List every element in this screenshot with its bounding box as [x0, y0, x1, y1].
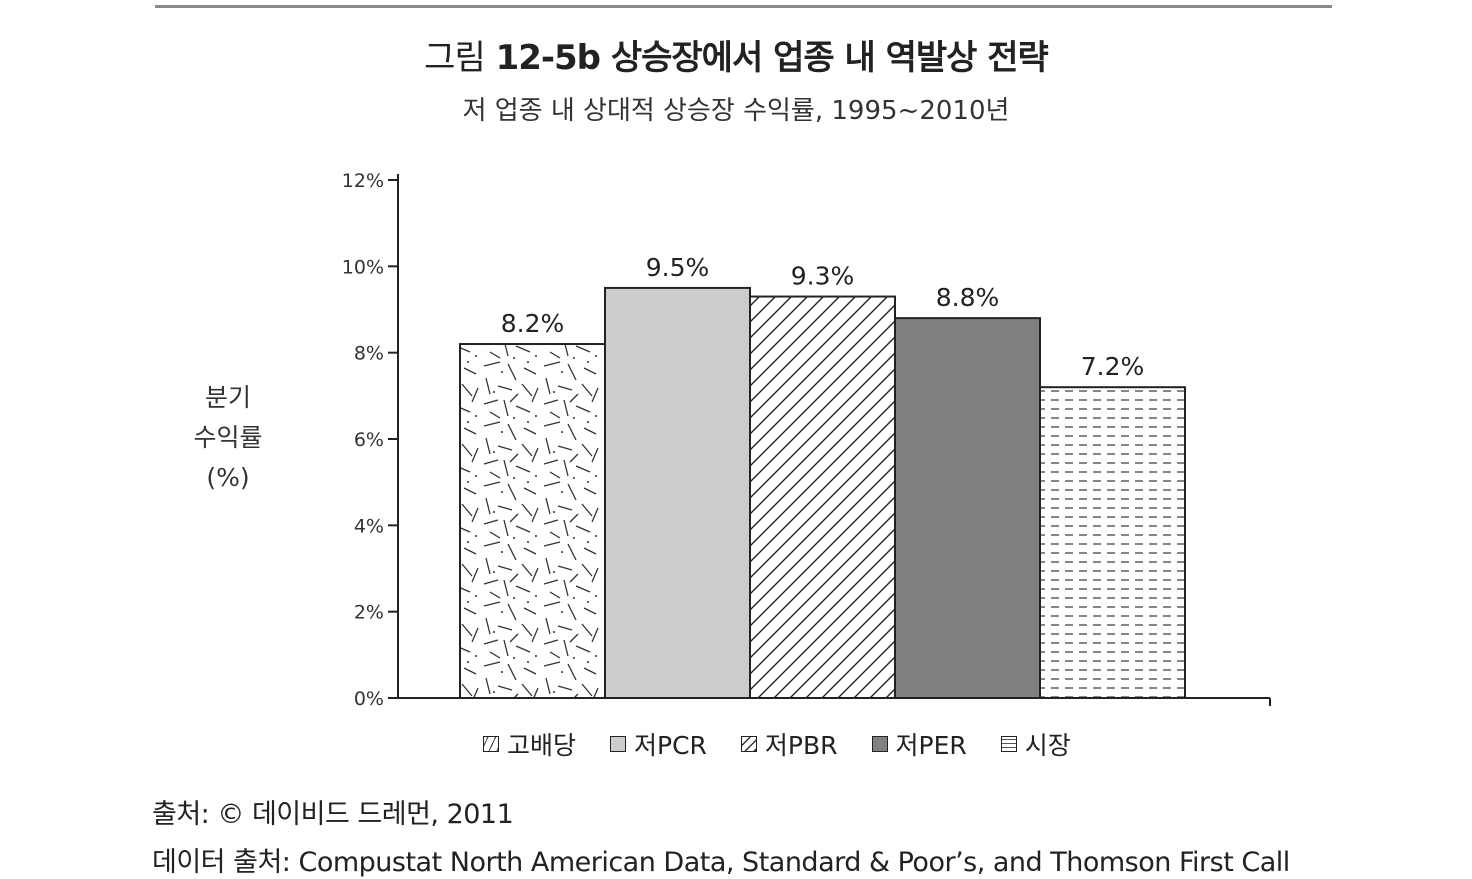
y-axis-label-line: (%): [206, 463, 250, 492]
legend-label: 고배당: [507, 731, 577, 760]
legend-label: 저PER: [895, 731, 967, 760]
bar-4: [894, 317, 1041, 699]
legend-swatch-low-pcr: [610, 736, 627, 752]
bars: [459, 286, 1186, 699]
bar-5: [1039, 386, 1186, 699]
y-tick-label: 0%: [354, 688, 384, 710]
source-line: 출처: © 데이비드 드레먼, 2011: [152, 799, 514, 830]
y-axis-label: 분기 수익률 (%): [168, 378, 288, 498]
bar-1: [459, 343, 606, 699]
y-tick-label: 8%: [354, 343, 384, 365]
legend-item: 고배당: [483, 726, 576, 762]
legend-swatch-low-per: [871, 736, 888, 752]
data-label: 9.5%: [646, 253, 710, 282]
title-prefix: 그림: [424, 38, 486, 78]
legend-swatch-low-pbr: [740, 736, 757, 752]
data-label: 9.3%: [791, 262, 855, 291]
legend-swatch-high-dividend: [483, 736, 499, 752]
legend-swatch-market: [1000, 736, 1017, 752]
y-tick-label: 12%: [342, 170, 384, 192]
legend-label: 저PCR: [634, 731, 707, 760]
chart-subtitle: 저 업종 내 상대적 상승장 수익률, 1995~2010년: [462, 96, 1010, 126]
title-main: 12-5b 상승장에서 업종 내 역발상 전략: [495, 38, 1049, 78]
data-labels: 8.2% 9.5% 9.3% 8.8% 7.2%: [501, 253, 1145, 381]
legend: 고배당 저PCR 저PBR 저PER 시장: [483, 726, 1105, 762]
y-tick-label: 4%: [354, 515, 384, 537]
legend-item: 시장: [1000, 726, 1071, 762]
y-axis-label-line: 수익률: [193, 423, 263, 452]
y-tick-label: 2%: [354, 602, 384, 624]
data-source-line: 데이터 출처: Compustat North American Data, S…: [152, 847, 1290, 878]
data-label: 8.2%: [501, 309, 565, 338]
bar-3: [749, 295, 896, 699]
data-label: 7.2%: [1081, 352, 1145, 381]
bar-2: [604, 286, 751, 699]
y-tick-label: 6%: [354, 429, 384, 451]
legend-item: 저PBR: [740, 726, 838, 762]
legend-label: 시장: [1024, 731, 1071, 760]
top-rule: [155, 5, 1332, 8]
y-axis-label-line: 분기: [204, 383, 251, 412]
data-label: 8.8%: [936, 283, 1000, 312]
y-tick-label: 10%: [342, 256, 384, 278]
legend-item: 저PCR: [610, 726, 707, 762]
legend-label: 저PBR: [764, 731, 838, 760]
chart-title: 그림 12-5b 상승장에서 업종 내 역발상 전략: [0, 30, 1472, 79]
legend-item: 저PER: [871, 726, 967, 762]
